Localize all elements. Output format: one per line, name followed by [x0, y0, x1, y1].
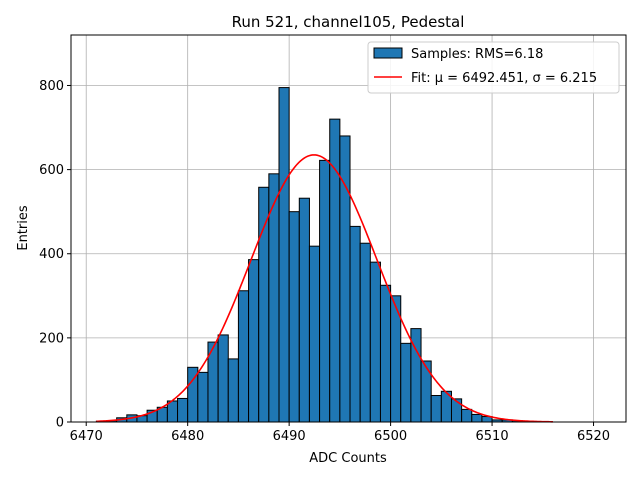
y-tick-label: 400 — [39, 247, 64, 262]
legend-samples-swatch — [373, 47, 403, 59]
histogram-bar — [400, 342, 412, 423]
legend-fit-label: Fit: μ = 6492.451, σ = 6.215 — [411, 71, 597, 86]
histogram-bar — [471, 413, 483, 423]
histogram-bar — [177, 397, 189, 423]
histogram-bar — [248, 259, 260, 423]
x-tick-label: 6480 — [171, 429, 204, 444]
histogram-bar — [278, 87, 290, 423]
histogram-bar — [217, 334, 229, 423]
histogram-bar — [258, 186, 270, 423]
x-axis-label: ADC Counts — [309, 451, 387, 466]
y-tick-label: 600 — [39, 163, 64, 178]
x-tick-label: 6470 — [70, 429, 103, 444]
histogram-bar — [430, 394, 442, 423]
y-tick-label: 0 — [56, 416, 64, 431]
legend-box — [367, 41, 620, 94]
plot-frame — [70, 34, 627, 423]
histogram-bar — [308, 245, 321, 423]
chart-title: Run 521, channel105, Pedestal — [232, 13, 465, 31]
histogram-bar — [298, 197, 310, 423]
histogram-bar — [227, 358, 239, 423]
y-tick-label: 800 — [39, 79, 64, 94]
histogram-bar — [359, 242, 371, 423]
histogram-bar — [288, 211, 300, 423]
x-tick-label: 6510 — [476, 429, 509, 444]
histogram-bar — [450, 398, 463, 423]
legend: Samples: RMS=6.18 Fit: μ = 6492.451, σ =… — [367, 41, 620, 94]
legend-samples-label: Samples: RMS=6.18 — [411, 47, 543, 62]
x-tick-label: 6500 — [374, 429, 407, 444]
x-axis-ticks: 6470 6480 6490 6500 6510 6520 — [70, 422, 610, 444]
histogram-bar — [369, 261, 381, 423]
histogram-bar — [319, 159, 331, 423]
histogram-bar — [379, 284, 392, 423]
y-tick-label: 200 — [39, 331, 64, 346]
histogram-bar — [197, 371, 209, 423]
x-tick-label: 6520 — [577, 429, 610, 444]
histogram-bar — [166, 400, 179, 423]
histogram-bar — [349, 225, 361, 423]
histogram-bar — [420, 360, 432, 423]
y-axis-label: Entries — [16, 205, 31, 251]
x-tick-label: 6490 — [273, 429, 306, 444]
gaussian-fit-curve — [96, 154, 553, 423]
histogram-bars — [95, 87, 534, 423]
histogram-bar — [461, 408, 473, 423]
histogram-bar — [237, 290, 250, 423]
y-axis-ticks: 0 200 400 600 800 — [39, 79, 71, 431]
